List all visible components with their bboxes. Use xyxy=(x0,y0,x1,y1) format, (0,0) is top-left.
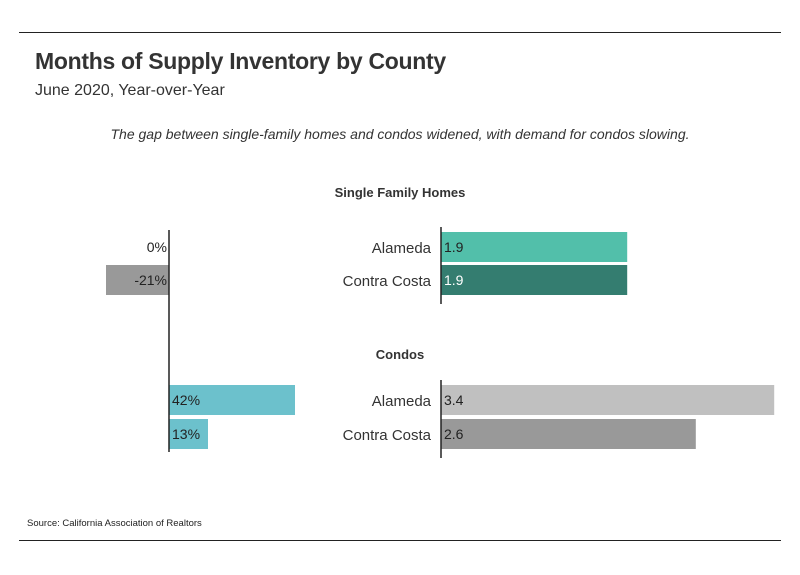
single-family-alameda-category-label: Alameda xyxy=(372,240,432,257)
yoy-condos-alameda-value-label: 42% xyxy=(172,392,200,408)
single-family-contra-costa-value-label: 1.9 xyxy=(444,272,464,288)
condos-alameda-category-label: Alameda xyxy=(372,393,432,410)
single-family-contra-costa-category-label: Contra Costa xyxy=(343,273,432,290)
yoy-condos-contra-costa-bar xyxy=(169,419,208,449)
chart-title: Months of Supply Inventory by County xyxy=(35,48,446,74)
condos-contra-costa-value-label: 2.6 xyxy=(444,426,464,442)
condos-contra-costa-category-label: Contra Costa xyxy=(343,427,432,444)
top-rule xyxy=(19,32,781,33)
single-family-contra-costa-bar xyxy=(441,265,628,295)
condos-alameda-value-label: 3.4 xyxy=(444,392,464,408)
bottom-rule xyxy=(19,540,781,541)
yoy-condos-alameda-bar xyxy=(169,385,295,415)
condos-contra-costa-bar xyxy=(441,419,696,449)
single-family-alameda-value-label: 1.9 xyxy=(444,239,464,255)
yoy-single-family-contra-costa-bar xyxy=(106,265,169,295)
yoy-single-family-contra-costa-value-label: -21% xyxy=(134,272,167,288)
yoy-single-family-alameda-value-label: 0% xyxy=(147,239,167,255)
chart-note: The gap between single-family homes and … xyxy=(110,126,690,142)
condos-alameda-bar xyxy=(441,385,775,415)
yoy-condos-contra-costa-value-label: 13% xyxy=(172,426,200,442)
chart-subtitle: June 2020, Year-over-Year xyxy=(35,82,225,99)
single-family-alameda-bar xyxy=(441,232,628,262)
months-of-supply-panel: Single Family Homes Alameda 1.9 Contra Cost… xyxy=(335,185,775,458)
source-note: Source: California Association of Realto… xyxy=(27,518,202,529)
single-family-group-title: Single Family Homes xyxy=(335,185,466,200)
yoy-change-panel: 0% -21% 42% 13% xyxy=(106,230,295,452)
condos-group-title: Condos xyxy=(376,347,424,362)
